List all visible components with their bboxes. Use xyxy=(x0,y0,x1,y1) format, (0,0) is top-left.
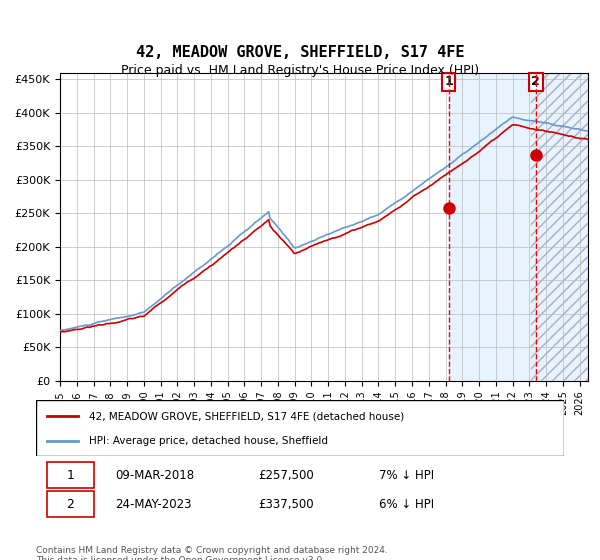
Bar xyxy=(449,73,588,381)
Text: 6% ↓ HPI: 6% ↓ HPI xyxy=(379,498,434,511)
Bar xyxy=(536,73,588,381)
FancyBboxPatch shape xyxy=(36,400,564,456)
Text: Price paid vs. HM Land Registry's House Price Index (HPI): Price paid vs. HM Land Registry's House … xyxy=(121,64,479,77)
Text: 7% ↓ HPI: 7% ↓ HPI xyxy=(379,469,434,482)
FancyBboxPatch shape xyxy=(47,491,94,517)
Text: 42, MEADOW GROVE, SHEFFIELD, S17 4FE: 42, MEADOW GROVE, SHEFFIELD, S17 4FE xyxy=(136,45,464,60)
Text: 09-MAR-2018: 09-MAR-2018 xyxy=(115,469,194,482)
Text: 2: 2 xyxy=(67,498,74,511)
Text: £257,500: £257,500 xyxy=(258,469,314,482)
FancyBboxPatch shape xyxy=(47,462,94,488)
Text: 2: 2 xyxy=(532,75,540,88)
Text: 1: 1 xyxy=(444,75,453,88)
Text: £337,500: £337,500 xyxy=(258,498,313,511)
Text: 24-MAY-2023: 24-MAY-2023 xyxy=(115,498,192,511)
Text: 1: 1 xyxy=(67,469,74,482)
Text: HPI: Average price, detached house, Sheffield: HPI: Average price, detached house, Shef… xyxy=(89,436,328,446)
Text: Contains HM Land Registry data © Crown copyright and database right 2024.
This d: Contains HM Land Registry data © Crown c… xyxy=(36,546,388,560)
Text: 42, MEADOW GROVE, SHEFFIELD, S17 4FE (detached house): 42, MEADOW GROVE, SHEFFIELD, S17 4FE (de… xyxy=(89,411,404,421)
